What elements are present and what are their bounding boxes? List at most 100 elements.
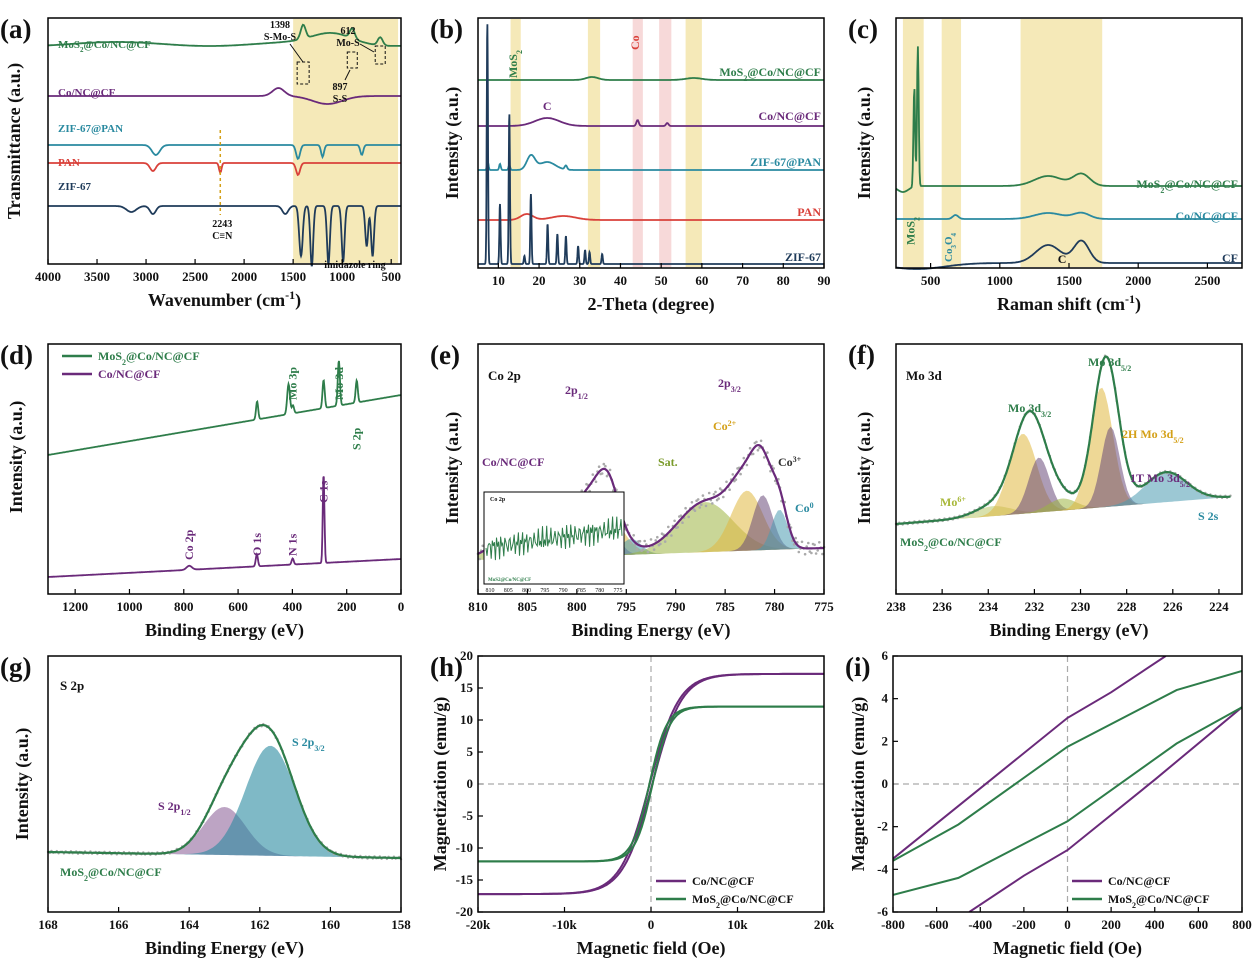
text-part: Raman shift (cm bbox=[997, 294, 1125, 315]
text-part: 90 bbox=[818, 273, 831, 288]
text-part: Intensity (a.u.) bbox=[6, 401, 27, 514]
data-point bbox=[718, 487, 722, 490]
carbon-band bbox=[1020, 19, 1103, 267]
text-part: -10 bbox=[456, 840, 473, 855]
text-part: 1/2 bbox=[578, 392, 588, 401]
text-part: MoS bbox=[506, 54, 520, 78]
data-point bbox=[712, 493, 716, 496]
text-part: S-S bbox=[333, 94, 348, 105]
text-part: @Co/NC@CF bbox=[88, 865, 162, 879]
text-part: -200 bbox=[1012, 917, 1036, 932]
data-point bbox=[676, 526, 679, 529]
y-axis-label: Intensity (a.u.) bbox=[6, 401, 27, 514]
data-point bbox=[481, 544, 485, 548]
text-part: 162 bbox=[250, 917, 270, 932]
data-point bbox=[600, 472, 604, 475]
highlight-band bbox=[632, 19, 643, 267]
text-part: 4000 bbox=[35, 269, 61, 284]
legend-label: MoS2@Co/NC@CF bbox=[692, 892, 794, 910]
text-part: Transmittance (a.u.) bbox=[4, 63, 25, 219]
fitted-peak bbox=[478, 490, 824, 560]
text-part: 2 bbox=[1160, 186, 1164, 195]
text-part: 1500 bbox=[280, 269, 306, 284]
text-part: 3500 bbox=[84, 269, 110, 284]
series-label: ZIF-67 bbox=[785, 250, 821, 264]
text-part: 1000 bbox=[987, 273, 1013, 288]
cn-label: C≡N bbox=[212, 231, 233, 242]
data-point bbox=[807, 541, 810, 545]
text-part: Mo bbox=[940, 495, 957, 509]
panel-title: Co 2p bbox=[488, 368, 521, 383]
text-part: 810 bbox=[468, 599, 488, 614]
x-tick-label: 20 bbox=[533, 273, 546, 288]
text-part: 2 bbox=[924, 544, 928, 553]
data-point bbox=[597, 465, 601, 469]
data-point bbox=[766, 451, 769, 454]
x-tick-label: 90 bbox=[818, 273, 831, 288]
text-part: -20 bbox=[456, 904, 473, 919]
text-part: 60 bbox=[695, 273, 708, 288]
legend-label: MoS2@Co/NC@CF bbox=[1108, 892, 1210, 910]
legend-label: Co/NC@CF bbox=[692, 874, 755, 888]
text-part: 2 bbox=[716, 901, 720, 910]
text-part: 2p bbox=[718, 376, 731, 390]
text-part: Co 2p bbox=[182, 529, 196, 560]
text-part: 2 bbox=[515, 50, 524, 54]
data-point bbox=[643, 539, 646, 543]
text-part: 1000 bbox=[329, 269, 355, 284]
panel-b: MoS2@Co/NC@CFCo/NC@CFZIF-67@PANPANZIF-67… bbox=[430, 14, 831, 315]
x-tick-label: 785 bbox=[715, 599, 735, 614]
data-point bbox=[670, 534, 673, 537]
text-part: 2 bbox=[1132, 901, 1136, 910]
series-line bbox=[48, 476, 401, 578]
text-part: 0 bbox=[1064, 917, 1071, 932]
text-part: Co bbox=[628, 35, 642, 50]
text-part: -20k bbox=[466, 917, 491, 932]
data-point bbox=[681, 521, 684, 524]
y-tick-label: 20 bbox=[460, 648, 473, 663]
annotation-arrow bbox=[344, 69, 351, 81]
text-part: 230 bbox=[1071, 599, 1091, 614]
annotation-arrow bbox=[289, 43, 304, 63]
text-part: MoS2@Co/NC@CF bbox=[488, 578, 531, 583]
series-label: ZIF-67@PAN bbox=[750, 155, 821, 169]
text-part: 785 bbox=[715, 599, 735, 614]
series-line bbox=[478, 117, 824, 127]
peak-label: Mo6+ bbox=[940, 495, 966, 510]
text-part: -800 bbox=[881, 917, 905, 932]
text-part: -1 bbox=[285, 288, 295, 302]
text-part: 5/2 bbox=[1121, 364, 1131, 373]
sample-label: Co/NC@CF bbox=[482, 455, 545, 469]
x-axis-label: Binding Energy (eV) bbox=[145, 620, 304, 641]
x-tick-label: 20k bbox=[814, 917, 835, 932]
text-part: Intensity (a.u.) bbox=[442, 412, 463, 525]
series-line bbox=[478, 24, 824, 265]
annotation-label: S-Mo-S bbox=[264, 32, 297, 43]
text-part: -600 bbox=[925, 917, 949, 932]
series-label: Co/NC@CF bbox=[58, 87, 116, 99]
text-part: -15 bbox=[456, 872, 474, 887]
x-tick-label: 50 bbox=[655, 273, 668, 288]
text-part: 790 bbox=[666, 599, 686, 614]
x-tick-label: -10k bbox=[552, 917, 577, 932]
text-part: S-Mo-S bbox=[264, 32, 297, 43]
text-part: 160 bbox=[321, 917, 341, 932]
text-part: 1/2 bbox=[180, 808, 190, 817]
text-part: 2 bbox=[882, 733, 889, 748]
text-part: Wavenumber (cm bbox=[148, 290, 285, 311]
annotation-label: S-S bbox=[333, 94, 348, 105]
annotation-box bbox=[296, 61, 310, 85]
hysteresis-loop bbox=[478, 705, 824, 863]
data-point bbox=[656, 535, 659, 539]
text-part: 166 bbox=[109, 917, 129, 932]
series-line bbox=[895, 239, 1242, 270]
series-line bbox=[478, 213, 824, 221]
series-label: ZIF-67 bbox=[58, 181, 92, 193]
text-part: -400 bbox=[968, 917, 992, 932]
x-tick-label: 30 bbox=[573, 273, 586, 288]
text-part: 1000 bbox=[116, 599, 142, 614]
x-axis-label: Binding Energy (eV) bbox=[989, 620, 1148, 641]
legend-label: Co/NC@CF bbox=[98, 367, 161, 381]
panel-title: S 2p bbox=[60, 678, 84, 693]
peak-label: Mo 3d bbox=[332, 367, 346, 400]
